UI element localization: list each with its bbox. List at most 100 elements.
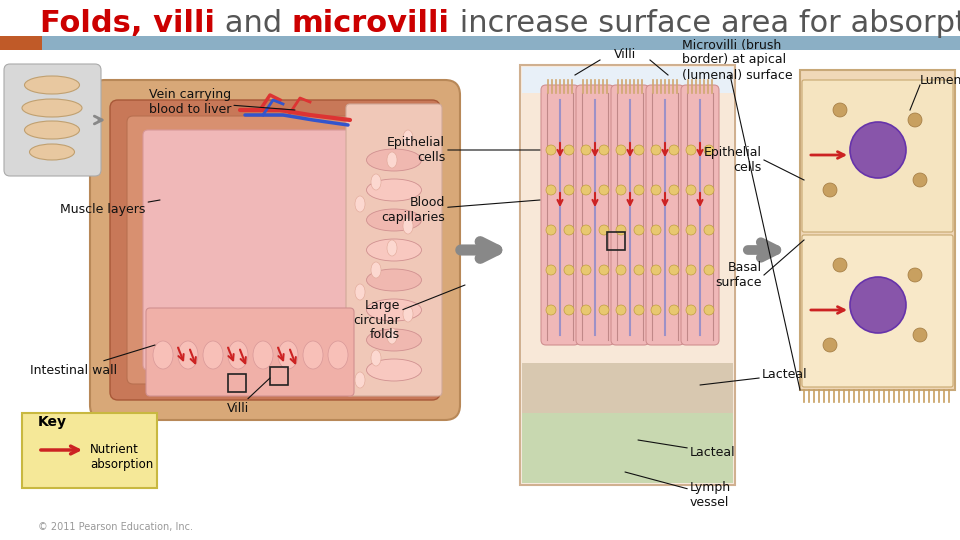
Circle shape [564,225,574,235]
Circle shape [833,258,847,272]
FancyBboxPatch shape [90,80,460,420]
Bar [607,232,625,250]
Text: Villi: Villi [613,49,636,62]
Ellipse shape [367,359,421,381]
Circle shape [823,183,837,197]
Ellipse shape [403,306,413,322]
Circle shape [581,145,591,155]
Circle shape [616,225,626,235]
Text: and: and [215,10,292,38]
Circle shape [546,225,556,235]
Circle shape [686,225,696,235]
Circle shape [581,225,591,235]
Circle shape [599,145,609,155]
Circle shape [669,305,679,315]
FancyBboxPatch shape [346,104,442,396]
Circle shape [581,265,591,275]
FancyBboxPatch shape [802,80,953,232]
Text: © 2011 Pearson Education, Inc.: © 2011 Pearson Education, Inc. [38,522,193,532]
Circle shape [564,185,574,195]
Text: Lacteal: Lacteal [700,368,807,385]
Circle shape [564,265,574,275]
Text: Epithelial
cells: Epithelial cells [704,146,762,174]
Ellipse shape [387,240,397,256]
Ellipse shape [25,76,80,94]
Circle shape [546,185,556,195]
Ellipse shape [278,341,298,369]
Text: Key: Key [38,415,67,429]
Bar [520,65,735,485]
Circle shape [669,145,679,155]
Circle shape [686,185,696,195]
Ellipse shape [228,341,248,369]
Text: increase surface area for absorption: increase surface area for absorption [450,10,960,38]
Text: Lumen: Lumen [920,73,960,86]
Circle shape [651,265,661,275]
FancyBboxPatch shape [802,235,953,387]
Text: Folds, villi: Folds, villi [40,10,215,38]
FancyBboxPatch shape [146,308,354,396]
Circle shape [669,225,679,235]
Circle shape [581,185,591,195]
Ellipse shape [371,350,381,366]
Ellipse shape [153,341,173,369]
Circle shape [634,305,644,315]
Circle shape [669,265,679,275]
FancyBboxPatch shape [541,85,579,345]
Bar [228,374,246,392]
Circle shape [651,305,661,315]
Text: Villi: Villi [227,378,270,415]
FancyBboxPatch shape [110,100,440,400]
Circle shape [599,305,609,315]
Ellipse shape [328,341,348,369]
Bar [522,413,733,483]
Ellipse shape [367,299,421,321]
Circle shape [564,305,574,315]
Circle shape [686,145,696,155]
FancyBboxPatch shape [646,85,684,345]
FancyBboxPatch shape [681,85,719,345]
Ellipse shape [303,341,323,369]
Circle shape [651,145,661,155]
Text: Microvilli (brush
border) at apical
(lumenal) surface: Microvilli (brush border) at apical (lum… [682,38,793,82]
Ellipse shape [355,284,365,300]
Circle shape [908,113,922,127]
Circle shape [686,265,696,275]
Text: Nutrient
absorption: Nutrient absorption [90,443,154,471]
Circle shape [704,265,714,275]
FancyBboxPatch shape [143,130,403,370]
Circle shape [704,145,714,155]
Circle shape [564,145,574,155]
Circle shape [546,305,556,315]
Text: Epithelial
cells: Epithelial cells [387,136,540,164]
Circle shape [616,305,626,315]
Circle shape [704,185,714,195]
Bar [270,367,288,385]
Ellipse shape [253,341,273,369]
Ellipse shape [367,269,421,291]
Circle shape [704,305,714,315]
Circle shape [599,225,609,235]
Text: microvilli: microvilli [292,10,450,38]
Circle shape [616,265,626,275]
Bar [522,363,733,413]
Text: Lacteal: Lacteal [638,440,735,458]
Ellipse shape [403,218,413,234]
Ellipse shape [387,328,397,344]
Circle shape [616,185,626,195]
Ellipse shape [203,341,223,369]
Circle shape [599,265,609,275]
Ellipse shape [22,99,82,117]
Circle shape [581,305,591,315]
Ellipse shape [355,196,365,212]
Ellipse shape [367,239,421,261]
Circle shape [850,277,906,333]
Ellipse shape [355,372,365,388]
Text: Muscle layers: Muscle layers [60,200,160,217]
Ellipse shape [371,174,381,190]
Circle shape [686,305,696,315]
Ellipse shape [367,329,421,351]
Circle shape [634,265,644,275]
Circle shape [651,185,661,195]
Circle shape [669,185,679,195]
